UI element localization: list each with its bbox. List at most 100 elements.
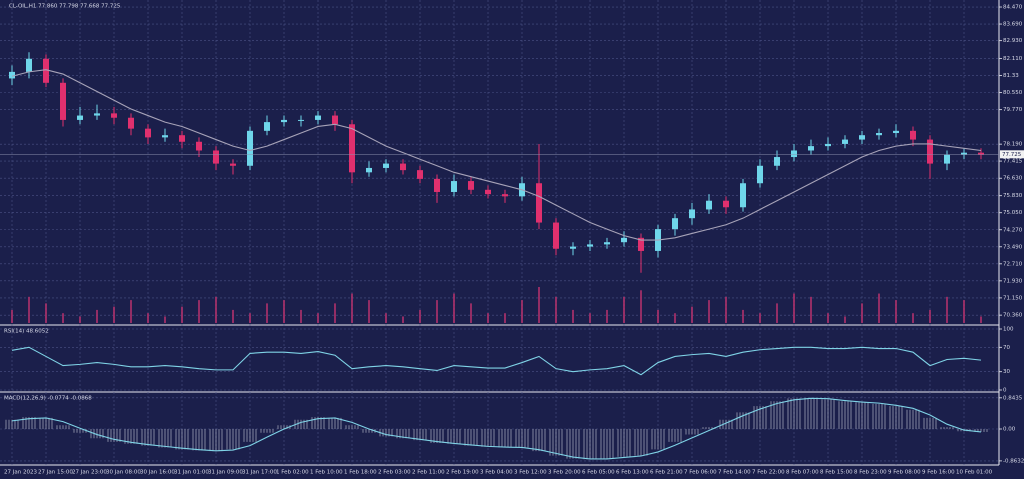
x-tick-label: 3 Feb 12:00 <box>514 470 547 476</box>
volume-bar <box>368 300 370 323</box>
y-tick-label: 80.550 <box>1003 90 1023 96</box>
y-tick-label: 75.830 <box>1003 193 1023 199</box>
candle-body <box>774 157 780 166</box>
candle-body <box>876 133 882 136</box>
volume-bar <box>674 313 676 323</box>
candle-body <box>961 152 967 155</box>
volume-bar <box>555 296 557 323</box>
y-tick-label: 75.050 <box>1003 210 1023 216</box>
y-tick-label: 0 <box>1003 388 1007 394</box>
candle-body <box>383 163 389 168</box>
x-tick-label: 6 Feb 21:00 <box>650 470 683 476</box>
x-tick-label: 27 Jan 23:00 <box>72 470 107 476</box>
candle-body <box>485 189 491 195</box>
volume-bar <box>385 313 387 323</box>
x-tick-label: 27 Jan 15:00 <box>38 470 73 476</box>
volume-bar <box>759 313 761 323</box>
volume-bar <box>861 303 863 323</box>
x-tick-label: 7 Feb 06:00 <box>684 470 717 476</box>
y-tick-label: 81.33 <box>1003 73 1019 79</box>
volume-bar <box>708 300 710 323</box>
volume-bar <box>844 316 846 323</box>
volume-bar <box>572 309 574 323</box>
y-tick-label: 77.415 <box>1003 159 1023 165</box>
volume-bar <box>232 309 234 323</box>
candle-body <box>213 150 219 164</box>
volume-bar <box>436 300 438 323</box>
y-tick-label: 79.770 <box>1003 107 1023 113</box>
marks-layer <box>0 52 1024 460</box>
candle-body <box>26 58 32 72</box>
y-tick-label: 30 <box>1003 369 1010 375</box>
candle-body <box>842 139 848 144</box>
candle-body <box>94 113 100 116</box>
volume-bar <box>453 293 455 323</box>
candle-body <box>723 200 729 208</box>
volume-bar <box>606 309 608 323</box>
volume-bar <box>215 296 217 323</box>
volume-bar <box>793 293 795 323</box>
x-tick-label: 31 Jan 17:00 <box>242 470 277 476</box>
volume-bar <box>96 309 98 323</box>
volume-bar <box>249 313 251 323</box>
candle-body <box>978 152 984 155</box>
y-tick-label: 71.930 <box>1003 278 1023 284</box>
volume-bar <box>113 306 115 323</box>
x-tick-label: 1 Feb 02:00 <box>276 470 309 476</box>
candle-body <box>893 130 899 134</box>
x-tick-label: 8 Feb 07:00 <box>786 470 819 476</box>
volume-bar <box>980 316 982 323</box>
volume-bar <box>130 300 132 323</box>
moving-average <box>11 69 982 241</box>
y-tick-label: 70 <box>1003 345 1010 351</box>
x-tick-label: 6 Feb 13:00 <box>616 470 649 476</box>
volume-bar <box>11 309 13 323</box>
candle-body <box>672 218 678 230</box>
candle-body <box>315 115 321 120</box>
volume-bar <box>946 296 948 323</box>
volume-bar <box>147 313 149 323</box>
x-tick-label: 3 Feb 04:00 <box>480 470 513 476</box>
volume-bar <box>419 309 421 323</box>
volume-bar <box>164 316 166 323</box>
candle-body <box>757 165 763 184</box>
volume-bar <box>810 296 812 323</box>
volume-bar <box>538 287 540 323</box>
x-tick-label: 6 Feb 05:00 <box>582 470 615 476</box>
labels-layer: CL-OIL,H1 77.860 77.798 77.668 77.725 RS… <box>4 4 1024 476</box>
volume-bar <box>28 296 30 323</box>
price-tag <box>1000 150 1024 159</box>
candle-body <box>604 242 610 245</box>
volume-bar <box>963 300 965 323</box>
y-tick-label: 72.710 <box>1003 261 1023 267</box>
y-tick-label: 74.270 <box>1003 227 1023 233</box>
volume-bar <box>776 303 778 323</box>
candle-body <box>417 170 423 179</box>
candle-body <box>60 82 66 120</box>
rsi-line <box>11 346 982 376</box>
y-tick-label: 0.8435 <box>1003 395 1023 401</box>
y-tick-label: 84.470 <box>1003 5 1023 11</box>
volume-bar <box>742 309 744 323</box>
candle-body <box>366 167 372 173</box>
y-tick-label: 82.110 <box>1003 56 1023 62</box>
candle-body <box>247 130 253 166</box>
candle-body <box>808 146 814 151</box>
grid-layer <box>0 0 1002 465</box>
volume-bar <box>300 309 302 323</box>
x-tick-label: 7 Feb 14:00 <box>718 470 751 476</box>
macd-title: MACD(12,26,9) -0.0774 -0.0868 <box>4 396 92 402</box>
candle-body <box>706 200 712 210</box>
volume-bar <box>198 300 200 323</box>
candle-body <box>791 150 797 158</box>
candle-body <box>9 71 15 79</box>
candle-body <box>740 183 746 208</box>
volume-bar <box>79 316 81 323</box>
candle-body <box>468 181 474 190</box>
volume-bar <box>725 296 727 323</box>
candle-body <box>162 135 168 138</box>
y-tick-label: -0.8632 <box>1003 458 1024 464</box>
